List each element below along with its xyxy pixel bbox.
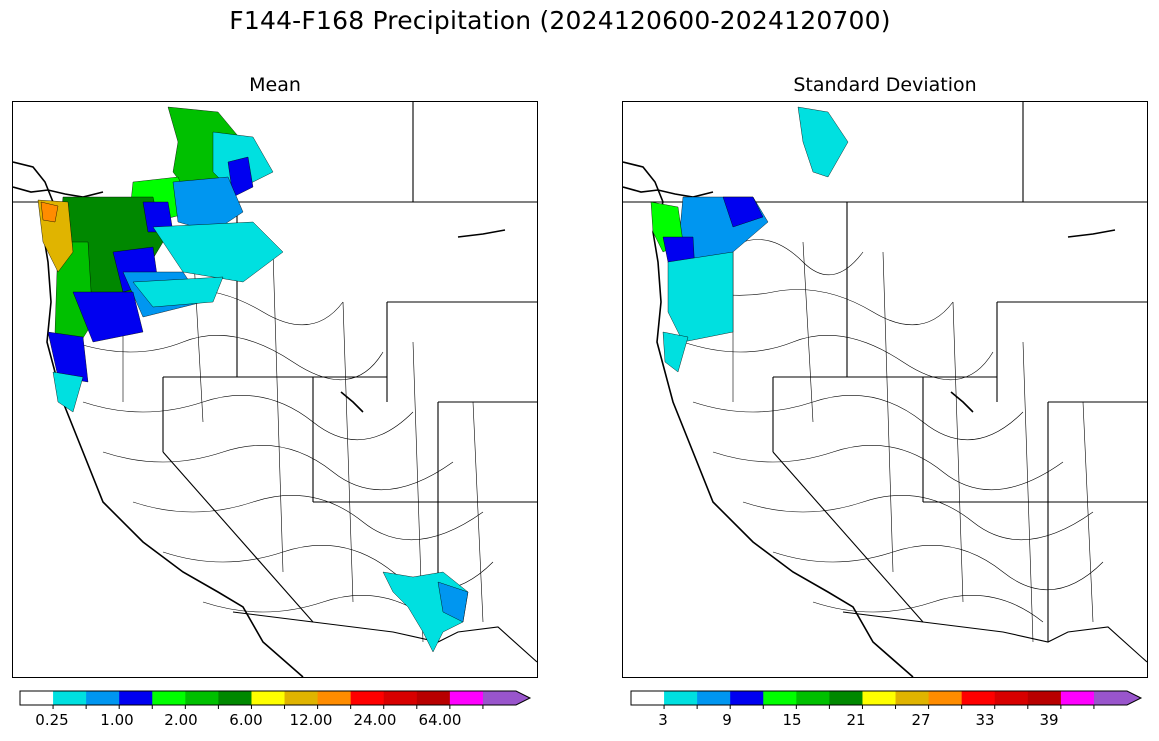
std-colorbar-swatch — [862, 691, 897, 705]
std-colorbar-tick: 9 — [722, 711, 732, 729]
mean-panel-title: Mean — [249, 74, 301, 96]
mean-map — [12, 101, 538, 678]
mean-colorbar-swatch — [251, 691, 286, 705]
std-colorbar-swatch — [763, 691, 797, 705]
std-colorbar-swatch — [1060, 691, 1095, 705]
mean-colorbar-tick: 6.00 — [229, 711, 263, 729]
mean-colorbar-swatch — [383, 691, 418, 705]
std-colorbar-extend-arrow — [1093, 691, 1141, 705]
mean-colorbar-tick: 12.00 — [289, 711, 333, 729]
mean-colorbar-swatch — [185, 691, 219, 705]
std-colorbar-swatch — [928, 691, 963, 705]
std-map-svg — [623, 102, 1147, 677]
mean-colorbar-swatch — [350, 691, 385, 705]
mean-colorbar-tick: 2.00 — [164, 711, 198, 729]
std-colorbar-swatch — [664, 691, 698, 705]
mean-colorbar-swatch — [218, 691, 252, 705]
mean-colorbar — [19, 690, 532, 709]
mean-colorbar-swatch — [152, 691, 186, 705]
std-basin-lines — [672, 221, 1104, 643]
mean-colorbar-tick: 24.00 — [353, 711, 397, 729]
std-colorbar-tick: 15 — [782, 711, 802, 729]
mean-colorbar-swatch — [284, 691, 319, 705]
mean-colorbar-swatch — [317, 691, 352, 705]
std-colorbar-tick: 39 — [1039, 711, 1059, 729]
mean-state-boundaries — [13, 102, 537, 663]
std-colorbar-swatch — [730, 691, 764, 705]
std-colorbar-tick: 3 — [658, 711, 668, 729]
std-colorbar-swatch — [796, 691, 830, 705]
mean-colorbar-extend-arrow — [482, 691, 530, 705]
mean-colorbar-tick: 0.25 — [35, 711, 69, 729]
std-colorbar-outline — [630, 690, 1143, 706]
mean-colorbar-tick: 1.00 — [100, 711, 134, 729]
mean-colorbar-swatch — [416, 691, 451, 705]
std-colorbar-swatch — [895, 691, 930, 705]
mean-colorbar-swatch — [449, 691, 484, 705]
std-map — [622, 101, 1148, 678]
std-colorbar — [630, 690, 1143, 709]
figure-title: F144-F168 Precipitation (2024120600-2024… — [229, 6, 891, 35]
std-colorbar-tick: 33 — [975, 711, 995, 729]
mean-colorbar-svg — [19, 690, 532, 709]
mean-precip-shading — [37, 106, 469, 653]
std-colorbar-svg — [630, 690, 1143, 709]
mean-map-svg — [13, 102, 537, 677]
mean-colorbar-swatch — [86, 691, 120, 705]
std-colorbar-swatch — [1027, 691, 1062, 705]
std-colorbar-swatch — [961, 691, 996, 705]
mean-colorbar-swatch — [119, 691, 153, 705]
std-coastline — [623, 161, 1116, 677]
std-colorbar-tick: 21 — [846, 711, 866, 729]
std-colorbar-swatch — [631, 691, 665, 705]
std-colorbar-swatch — [697, 691, 731, 705]
mean-colorbar-outline — [19, 690, 532, 706]
mean-colorbar-swatch — [53, 691, 87, 705]
std-colorbar-tick: 27 — [911, 711, 931, 729]
std-colorbar-swatch — [994, 691, 1029, 705]
std-panel-title: Standard Deviation — [793, 74, 977, 96]
std-colorbar-swatch — [829, 691, 863, 705]
mean-colorbar-swatch — [20, 691, 54, 705]
mean-colorbar-tick: 64.00 — [418, 711, 462, 729]
std-state-boundaries — [623, 102, 1147, 663]
std-shading — [650, 106, 849, 373]
